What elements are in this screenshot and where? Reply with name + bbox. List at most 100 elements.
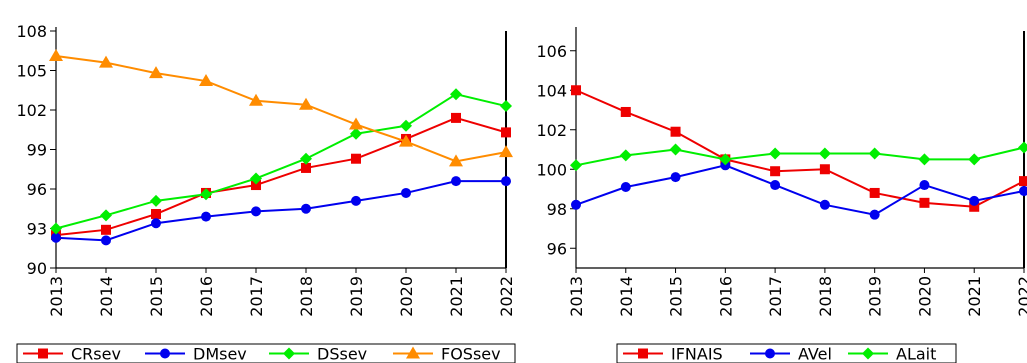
data-point bbox=[1019, 185, 1027, 196]
legend-item: FOSsev bbox=[393, 345, 501, 363]
data-point bbox=[400, 119, 412, 132]
x-tick-label: 2015 bbox=[147, 276, 166, 317]
legend-marker bbox=[862, 347, 874, 360]
series-DSsev bbox=[50, 88, 512, 235]
data-point bbox=[919, 180, 930, 191]
y-tick-label: 99 bbox=[27, 141, 47, 160]
data-point bbox=[151, 209, 161, 220]
legend-marker bbox=[765, 348, 775, 359]
y-tick-label: 102 bbox=[536, 121, 567, 140]
x-tick-label: 2014 bbox=[617, 276, 636, 317]
data-point bbox=[299, 97, 313, 110]
data-point bbox=[969, 195, 980, 206]
legend-label: FOSsev bbox=[441, 345, 501, 363]
chart-2: 96 98 100 102 104 106 2013 2014 2015 2016 2017 2018… bbox=[536, 27, 1027, 363]
data-point bbox=[200, 188, 212, 201]
data-point bbox=[571, 85, 581, 96]
data-point bbox=[770, 180, 781, 191]
legend-marker bbox=[38, 348, 48, 359]
data-point bbox=[250, 172, 262, 185]
data-point bbox=[349, 117, 363, 130]
data-point bbox=[719, 153, 732, 166]
legend-item: AVel bbox=[750, 345, 832, 363]
x-tick-label: 2022 bbox=[1015, 276, 1027, 317]
legend-marker bbox=[283, 347, 295, 360]
data-point bbox=[1018, 141, 1027, 154]
series-line bbox=[575, 146, 1025, 167]
y-tick-label: 98 bbox=[547, 200, 567, 219]
data-point bbox=[769, 147, 782, 160]
series-line bbox=[55, 93, 507, 230]
data-point bbox=[968, 153, 981, 166]
data-point bbox=[199, 74, 213, 87]
series-line bbox=[55, 116, 507, 237]
legend-label: IFNAIS bbox=[671, 345, 723, 363]
legend-box bbox=[16, 343, 516, 363]
x-tick-label: 2021 bbox=[965, 276, 984, 317]
legend-item: DSsev bbox=[269, 345, 367, 363]
data-point bbox=[819, 164, 830, 175]
data-point bbox=[499, 145, 513, 158]
y-tick-label: 96 bbox=[27, 180, 47, 199]
data-point bbox=[300, 152, 312, 165]
data-point bbox=[451, 112, 461, 123]
y-tick-label: 106 bbox=[536, 42, 567, 61]
x-tick-label: 2013 bbox=[47, 276, 66, 317]
legend-marker bbox=[638, 348, 648, 359]
data-point bbox=[451, 176, 461, 187]
legend: IFNAIS AVel ALait bbox=[616, 343, 957, 363]
data-point bbox=[449, 154, 463, 167]
data-point bbox=[570, 159, 582, 172]
x-tick-label: 2020 bbox=[397, 276, 416, 317]
data-point bbox=[501, 127, 511, 138]
legend: CRsev DMsev DSsev FOSsev bbox=[16, 343, 516, 363]
legend-label: DSsev bbox=[317, 345, 367, 363]
data-point bbox=[251, 180, 261, 191]
data-point bbox=[99, 55, 113, 68]
data-point bbox=[301, 162, 311, 173]
legend-label: ALait bbox=[896, 345, 936, 363]
x-tick-label: 2016 bbox=[197, 276, 216, 317]
series-line bbox=[575, 164, 1025, 216]
x-tick-label: 2020 bbox=[915, 276, 934, 317]
data-point bbox=[201, 211, 211, 222]
legend-item: CRsev bbox=[23, 345, 121, 363]
series-line bbox=[575, 89, 1025, 208]
data-point bbox=[770, 166, 781, 177]
data-point bbox=[868, 147, 881, 160]
data-point bbox=[49, 49, 63, 62]
series-CRsev bbox=[51, 112, 511, 241]
y-tick-label: 96 bbox=[547, 239, 567, 258]
data-point bbox=[401, 187, 411, 198]
data-point bbox=[101, 235, 111, 246]
legend-label: CRsev bbox=[71, 345, 121, 363]
data-point bbox=[818, 147, 831, 160]
data-point bbox=[350, 127, 362, 140]
data-point bbox=[51, 232, 61, 243]
data-point bbox=[351, 153, 361, 164]
data-point bbox=[869, 187, 880, 198]
data-point bbox=[620, 182, 631, 193]
data-point bbox=[670, 172, 681, 183]
legend-label: DMsev bbox=[193, 345, 247, 363]
data-point bbox=[669, 143, 682, 156]
series-line bbox=[55, 55, 507, 163]
chart-1: 90 93 96 99 102 105 108 2013 2014 2015 2016 2017 201… bbox=[16, 22, 516, 363]
data-point bbox=[501, 176, 511, 187]
x-tick-label: 2019 bbox=[866, 276, 885, 317]
legend-item: ALait bbox=[848, 345, 936, 363]
legend-label: AVel bbox=[798, 345, 832, 363]
data-point bbox=[150, 194, 162, 207]
data-point bbox=[919, 197, 930, 208]
data-point bbox=[251, 206, 261, 217]
data-point bbox=[351, 195, 361, 206]
data-point bbox=[151, 218, 161, 229]
y-tick-label: 104 bbox=[536, 81, 567, 100]
data-point bbox=[101, 224, 111, 235]
x-tick-label: 2022 bbox=[497, 276, 516, 317]
data-point bbox=[619, 149, 632, 162]
series-AVel bbox=[571, 160, 1027, 220]
series-DMsev bbox=[51, 176, 511, 246]
y-tick-label: 90 bbox=[27, 259, 47, 278]
data-point bbox=[819, 199, 830, 210]
